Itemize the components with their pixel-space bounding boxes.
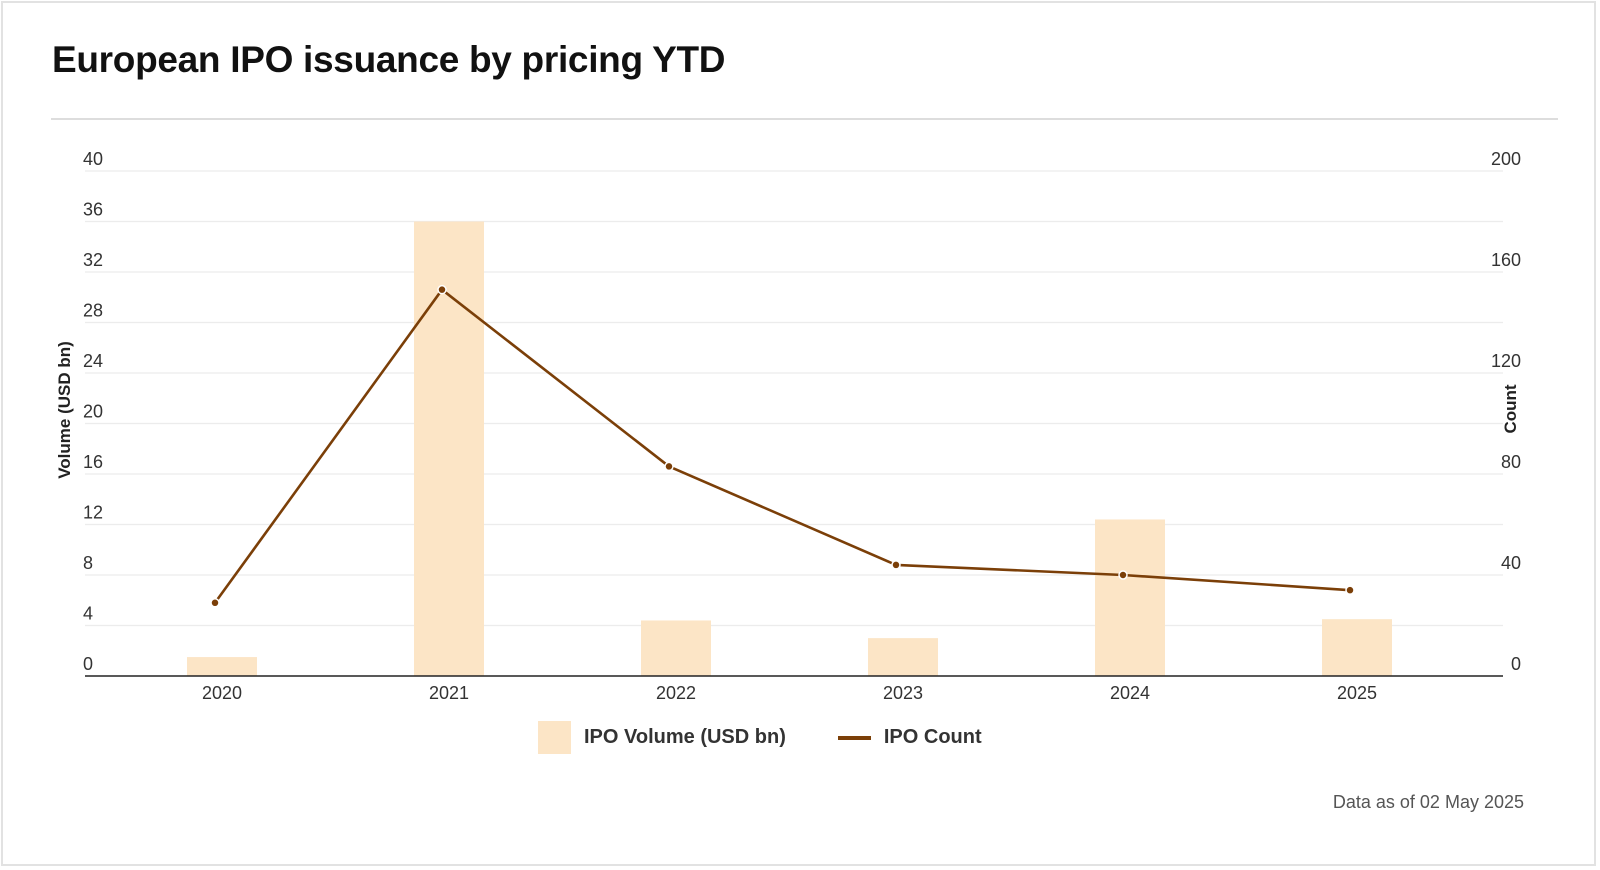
y-left-tick-label: 12 (83, 503, 103, 523)
legend-item-count[interactable]: IPO Count (837, 726, 982, 749)
y-left-tick-label: 40 (83, 149, 103, 169)
x-tick-label: 2023 (883, 683, 923, 703)
x-tick-label: 2022 (656, 683, 696, 703)
x-tick-label: 2020 (202, 683, 242, 703)
y-left-tick-label: 16 (83, 452, 103, 472)
point-2021[interactable] (437, 284, 447, 295)
square-swatch-icon (538, 721, 571, 754)
y-left-tick-label: 4 (83, 604, 93, 624)
y-right-tick-label: 120 (1491, 351, 1521, 371)
y-left-tick-label: 28 (83, 301, 103, 321)
y-right-tick-label: 80 (1501, 452, 1521, 472)
bar-2025[interactable] (1322, 619, 1392, 676)
axis-labels: 048121620242832364004080120160200Volume … (55, 149, 1521, 703)
y-right-tick-label: 0 (1511, 654, 1521, 674)
bar-2022[interactable] (641, 620, 711, 676)
data-date-note: Data as of 02 May 2025 (1332, 792, 1524, 812)
y-left-tick-label: 32 (83, 250, 103, 270)
y-left-tick-label: 20 (83, 402, 103, 422)
point-2022[interactable] (664, 461, 674, 472)
y-left-axis-title: Volume (USD bn) (55, 341, 74, 479)
x-tick-label: 2021 (429, 683, 469, 703)
legend-label-volume: IPO Volume (USD bn) (584, 726, 786, 748)
line-swatch-icon (837, 735, 871, 740)
y-right-tick-label: 40 (1501, 553, 1521, 573)
gridlines (85, 170, 1503, 627)
ipo-count-line (213, 288, 1351, 604)
y-right-tick-label: 200 (1491, 149, 1521, 169)
title-divider (51, 118, 1558, 120)
x-tick-label: 2024 (1110, 683, 1150, 703)
point-2025[interactable] (1345, 585, 1355, 595)
y-left-tick-label: 24 (83, 351, 103, 371)
bar-2024[interactable] (1095, 519, 1165, 676)
bar-series (187, 221, 1392, 677)
bar-2021[interactable] (414, 221, 484, 677)
legend-label-count: IPO Count (883, 726, 982, 748)
y-left-tick-label: 8 (83, 553, 93, 573)
point-2020[interactable] (210, 598, 220, 608)
point-2024[interactable] (1118, 570, 1128, 580)
line-series (210, 284, 1355, 608)
y-left-tick-label: 36 (83, 200, 103, 220)
point-2023[interactable] (891, 560, 901, 570)
bar-2023[interactable] (868, 638, 938, 676)
y-right-tick-label: 160 (1491, 250, 1521, 270)
legend-item-volume[interactable]: IPO Volume (USD bn) (538, 721, 786, 754)
y-right-axis-title: Count (1501, 384, 1520, 433)
y-left-tick-label: 0 (83, 654, 93, 674)
legend: IPO Volume (USD bn) IPO Count (538, 721, 982, 754)
chart-title: European IPO issuance by pricing YTD (52, 39, 726, 80)
bar-2020[interactable] (187, 657, 257, 676)
x-tick-label: 2025 (1337, 683, 1377, 703)
